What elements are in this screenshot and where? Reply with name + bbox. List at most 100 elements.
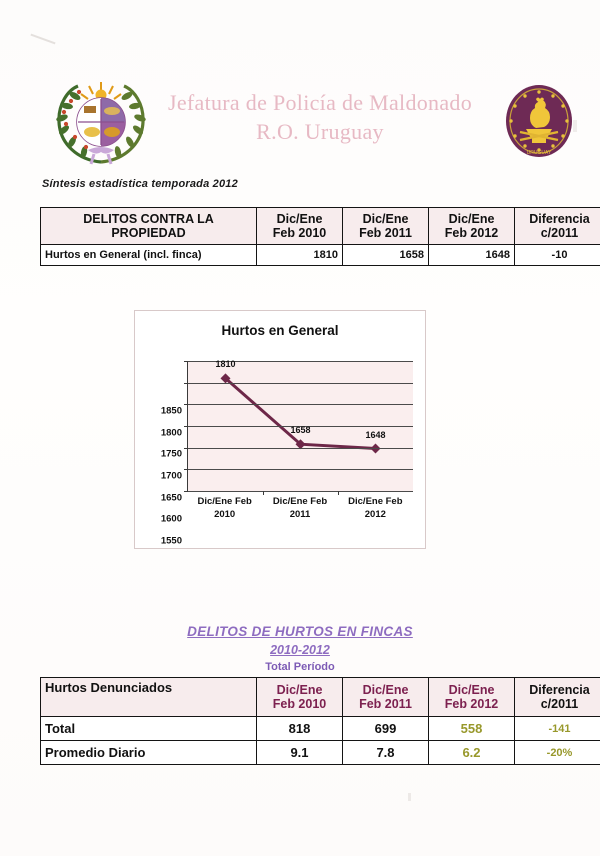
chart-y-tick-label: 1850 [160, 405, 182, 417]
cell-row-label: Promedio Diario [40, 740, 257, 765]
header-cell-2012: Dic/Ene Feb 2012 [428, 207, 515, 245]
header-line1: Dic/Ene [448, 211, 495, 226]
chart-x-tickmark [338, 491, 339, 495]
chart-point-label: 1658 [290, 425, 311, 436]
table-row: Hurtos en General (incl. finca) 1810 165… [40, 244, 600, 266]
table-row: Promedio Diario 9.1 7.8 6.2 -20% [40, 740, 600, 765]
org-title-line2: R.O. Uruguay [256, 119, 384, 145]
chart-y-tick-label: 1700 [160, 470, 182, 482]
chart-x-tick-label: Dic/Ene Feb 2012 [348, 496, 403, 520]
chart-data-point [220, 373, 231, 384]
chart-plot-area: 1850 1800 1750 1700 1650 1600 1550 1810 1658 164… [153, 359, 413, 547]
chart-gridline [188, 491, 413, 492]
chart-y-tickmark [184, 382, 188, 384]
header-line1: Dic/Ene [362, 211, 409, 226]
chart-y-tickmark [184, 447, 188, 449]
scan-artifact [573, 120, 577, 132]
scan-artifact [408, 793, 411, 801]
cell-value-2010: 9.1 [256, 740, 343, 765]
cell-value-2011: 699 [342, 716, 429, 741]
svg-text:URUGUAY: URUGUAY [527, 150, 552, 156]
chart-point-label: 1810 [215, 359, 236, 370]
chart-hurtos-en-general: Hurtos en General 1850 1800 1750 1700 1650 16… [134, 310, 426, 549]
chart-point-label: 1648 [365, 429, 386, 440]
chart-y-tickmark [184, 491, 188, 492]
header-cell-2012: Dic/Ene Feb 2012 [428, 677, 515, 717]
uruguay-coat-of-arms-icon [56, 82, 146, 165]
header-line2: Feb 2011 [359, 697, 412, 711]
chart-data-point [295, 439, 306, 450]
cell-value-2010: 1810 [256, 244, 343, 266]
chart-y-tick-label: 1600 [160, 513, 182, 525]
chart-x-axis-labels: Dic/Ene Feb 2010 Dic/Ene Feb 2011 Dic/Ene Fe… [187, 496, 413, 536]
header-line1: Dic/Ene [276, 211, 323, 226]
cell-value-diferencia: -10 [514, 244, 600, 266]
chart-y-tick-label: 1800 [160, 427, 182, 439]
header-line1: Dic/Ene [448, 682, 495, 697]
header-cell-concept: DELITOS CONTRA LA PROPIEDAD [40, 207, 257, 245]
header-cell-2010: Dic/Ene Feb 2010 [256, 677, 343, 717]
cell-value-2010: 818 [256, 716, 343, 741]
chart-y-axis: 1850 1800 1750 1700 1650 1600 1550 [153, 361, 185, 547]
header-line2: Feb 2012 [444, 697, 499, 711]
header-cell-2010: Dic/Ene Feb 2010 [256, 207, 343, 245]
fincas-section-period: Total Período [265, 661, 335, 673]
fincas-section-title: DELITOS DE HURTOS EN FINCAS [187, 624, 413, 639]
cell-value-2012: 6.2 [428, 740, 515, 765]
chart-y-tick-label: 1650 [160, 492, 182, 504]
table-delitos-contra-la-propiedad: DELITOS CONTRA LA PROPIEDAD Dic/Ene Feb … [40, 207, 600, 266]
chart-x-tick-label: Dic/Ene Feb 2010 [197, 496, 252, 520]
header-line2: Feb 2011 [359, 226, 412, 240]
chart-x-tick-label: Dic/Ene Feb 2011 [272, 496, 328, 520]
header-line1: DELITOS CONTRA LA [83, 211, 214, 226]
chart-y-tickmark [184, 404, 188, 406]
chart-gridline [188, 426, 413, 427]
header-line2: Feb 2010 [272, 697, 327, 711]
fincas-section-years: 2010-2012 [270, 643, 330, 657]
header-line1: Diferencia [529, 211, 590, 226]
cell-value-diferencia: -20% [514, 740, 600, 765]
chart-x-tickmark [263, 491, 264, 495]
header-cell-diferencia: Diferencia c/2011 [514, 677, 600, 717]
chart-y-tickmark [184, 469, 188, 471]
table-header-row: DELITOS CONTRA LA PROPIEDAD Dic/Ene Feb … [40, 207, 600, 245]
page-header: Jefatura de Policía de Maldonado R.O. Ur… [0, 70, 600, 170]
chart-y-tick-label: 1750 [160, 448, 182, 460]
header-cell-2011: Dic/Ene Feb 2011 [342, 677, 429, 717]
chart-plot-canvas: 1810 1658 1648 [184, 359, 413, 495]
chart-gridline [188, 382, 413, 384]
chart-title: Hurtos en General [221, 323, 339, 338]
header-line2: c/2011 [540, 697, 579, 711]
page-subtitle: Síntesis estadística temporada 2012 [42, 178, 238, 190]
chart-gridline [188, 469, 413, 471]
cell-value-2012: 1648 [428, 244, 515, 266]
header-line2: Feb 2012 [444, 226, 499, 240]
chart-y-tickmark [184, 361, 188, 362]
header-line1: Dic/Ene [362, 682, 409, 697]
cell-value-2012: 558 [428, 716, 515, 741]
header-cell-hurtos-denunciados: Hurtos Denunciados [40, 677, 257, 717]
cell-value-2011: 7.8 [342, 740, 429, 765]
cell-row-label: Total [40, 716, 257, 741]
cell-row-label: Hurtos en General (incl. finca) [40, 244, 257, 266]
organization-title: Jefatura de Policía de Maldonado R.O. Ur… [150, 88, 490, 146]
header-cell-2011: Dic/Ene Feb 2011 [342, 207, 429, 245]
cell-value-diferencia: -141 [514, 716, 600, 741]
header-line2: c/2011 [540, 226, 579, 240]
header-line1: Hurtos Denunciados [45, 680, 173, 695]
org-title-line1: Jefatura de Policía de Maldonado [167, 90, 473, 115]
chart-gridline [188, 361, 413, 362]
police-badge-rooster-icon: URUGUAY [506, 85, 572, 157]
chart-gridline [188, 404, 413, 406]
table-row: Total 818 699 558 -141 [40, 716, 600, 741]
chart-gridline [188, 447, 413, 449]
header-line2: Feb 2010 [272, 226, 327, 240]
chart-y-tickmark [184, 426, 188, 427]
header-line1: Diferencia [529, 682, 590, 697]
chart-y-tick-label: 1550 [160, 535, 182, 547]
header-cell-diferencia: Diferencia c/2011 [514, 207, 600, 245]
header-line2: PROPIEDAD [111, 226, 186, 240]
header-line1: Dic/Ene [276, 682, 323, 697]
table-header-row: Hurtos Denunciados Dic/Ene Feb 2010 Dic/… [40, 677, 600, 717]
cell-value-2011: 1658 [342, 244, 429, 266]
